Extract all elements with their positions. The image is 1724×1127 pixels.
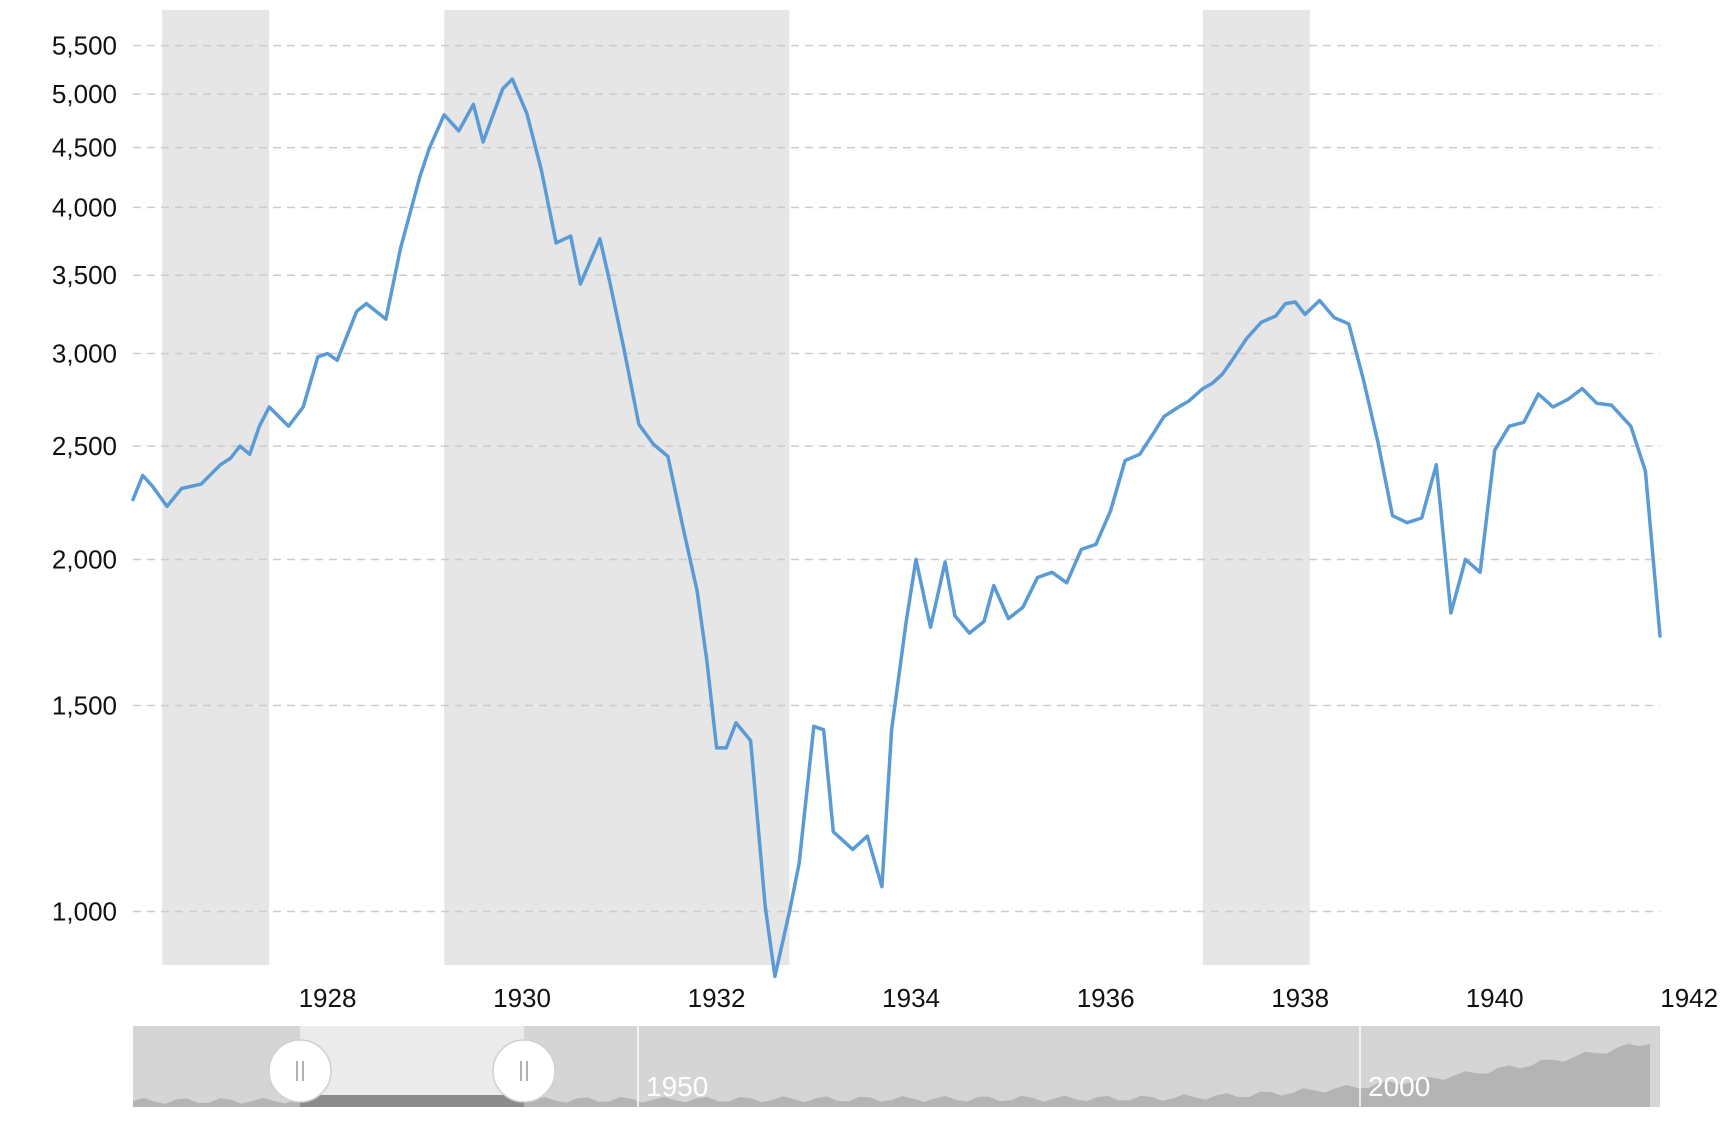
navigator-selected-area: [300, 1095, 524, 1107]
y-tick-label: 5,500: [52, 31, 117, 61]
navigator-right-handle[interactable]: [492, 1039, 556, 1103]
series-layer: [131, 77, 1662, 979]
x-tick-label: 1936: [1077, 983, 1135, 1013]
recession-band-2: [444, 10, 790, 965]
y-tick-label: 3,500: [52, 260, 117, 290]
recession-band-1: [162, 10, 270, 965]
y-tick-label: 1,500: [52, 691, 117, 721]
range-navigator[interactable]: 1950 2000: [133, 1026, 1660, 1107]
navigator-area: [133, 1043, 1650, 1107]
handle-knob[interactable]: [492, 1039, 556, 1103]
navigator-label: 2000: [1368, 1071, 1430, 1102]
x-axis-tick-labels: 1928 1930 1932 1934 1936 1938 1940 1942: [299, 983, 1718, 1013]
navigator-label: 1950: [646, 1071, 708, 1102]
y-tick-label: 4,500: [52, 133, 117, 163]
recession-bands: [162, 10, 1310, 965]
series-line-1: [131, 77, 1662, 979]
navigator-left-handle[interactable]: [268, 1039, 332, 1103]
y-tick-label: 1,000: [52, 896, 117, 926]
handle-knob[interactable]: [268, 1039, 332, 1103]
x-tick-label: 1942: [1660, 983, 1718, 1013]
x-tick-label: 1932: [688, 983, 746, 1013]
y-tick-label: 2,500: [52, 431, 117, 461]
y-tick-label: 5,000: [52, 79, 117, 109]
x-tick-label: 1928: [299, 983, 357, 1013]
y-tick-label: 2,000: [52, 544, 117, 574]
x-tick-label: 1930: [493, 983, 551, 1013]
y-axis-tick-labels: 1,000 1,500 2,000 2,500 3,000 3,500 4,000 4,500…: [52, 31, 117, 927]
y-tick-label: 4,000: [52, 192, 117, 222]
x-tick-label: 1940: [1466, 983, 1524, 1013]
y-tick-label: 3,000: [52, 339, 117, 369]
x-tick-label: 1938: [1271, 983, 1329, 1013]
navigator-selected-window[interactable]: [300, 1026, 524, 1107]
recession-band-3: [1202, 10, 1310, 965]
x-tick-label: 1934: [882, 983, 940, 1013]
